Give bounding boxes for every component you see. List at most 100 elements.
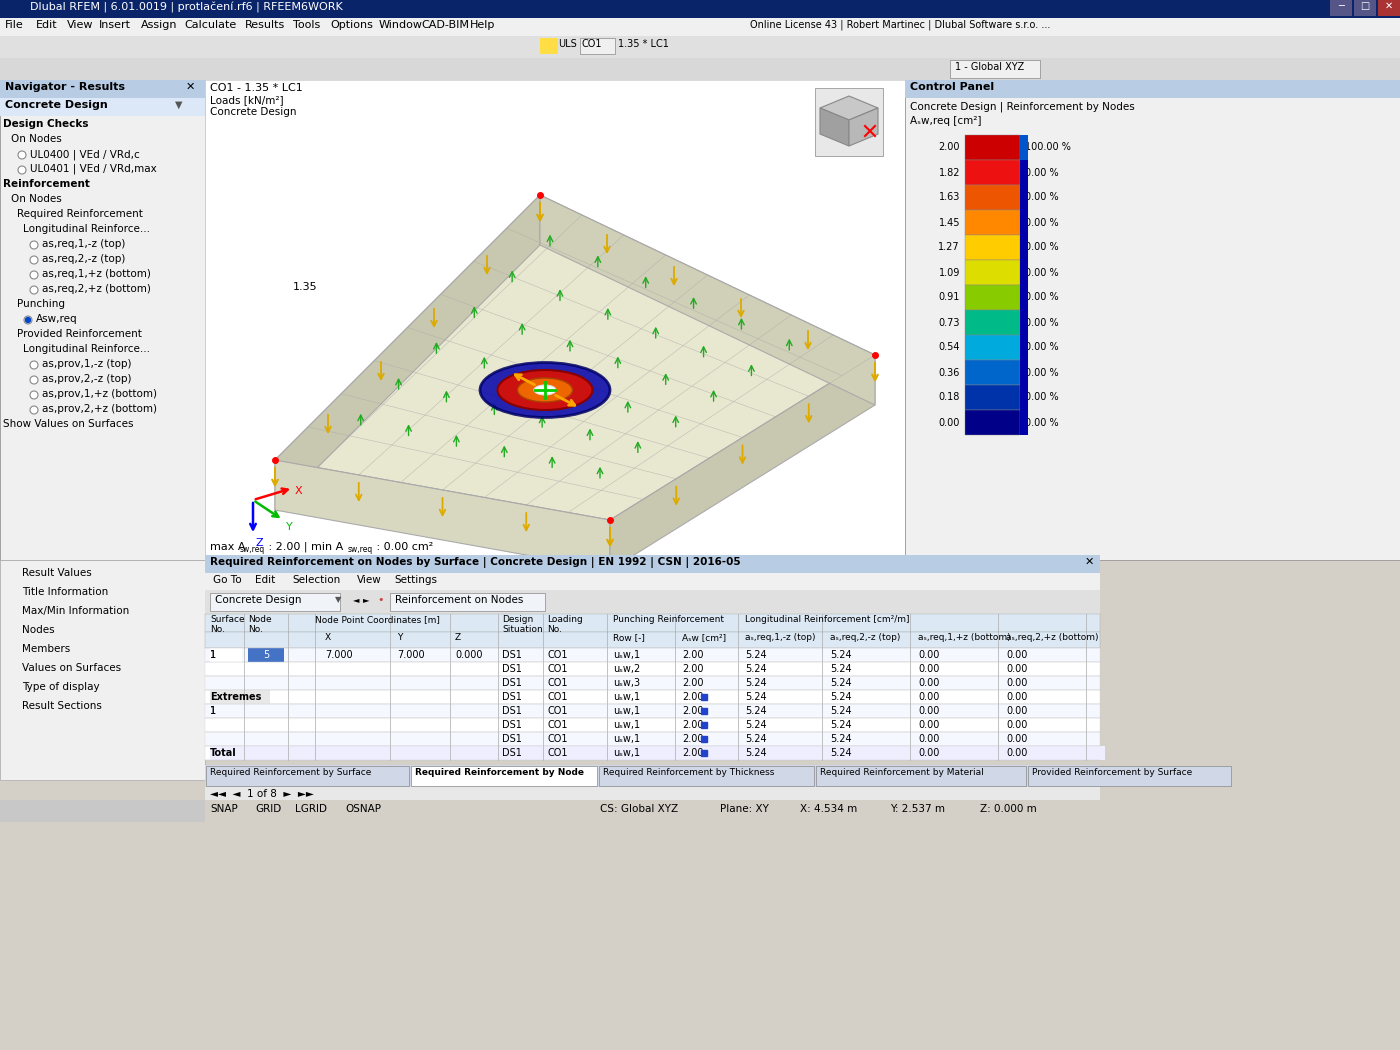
Text: Provided Reinforcement: Provided Reinforcement (17, 329, 141, 339)
Text: uₛᴡ,1: uₛᴡ,1 (613, 650, 640, 660)
Text: 2.00: 2.00 (682, 664, 703, 674)
Bar (540, 38, 559, 54)
Text: Y: Y (398, 633, 402, 642)
Text: 1.09: 1.09 (938, 268, 960, 277)
Text: Loading
No.: Loading No. (547, 615, 582, 634)
Bar (0, 800, 1400, 822)
Text: CS: Global XYZ: CS: Global XYZ (601, 804, 678, 814)
Text: Settings: Settings (393, 575, 437, 585)
Text: CO1: CO1 (547, 650, 567, 660)
Text: 0.00 %: 0.00 % (1025, 418, 1058, 427)
Text: 1.35: 1.35 (293, 282, 318, 292)
Text: □: □ (1361, 1, 1369, 11)
Text: Design Checks: Design Checks (3, 119, 88, 129)
Bar (965, 335, 1021, 360)
Text: uₛᴡ,1: uₛᴡ,1 (613, 720, 640, 730)
Text: Required Reinforcement by Thickness: Required Reinforcement by Thickness (603, 768, 774, 777)
Text: 2.00: 2.00 (682, 706, 703, 716)
Text: as,prov,1,-z (top): as,prov,1,-z (top) (42, 359, 132, 369)
Text: 5.24: 5.24 (745, 748, 767, 758)
Text: Required Reinforcement: Required Reinforcement (17, 209, 143, 219)
Bar (204, 765, 1100, 788)
Bar (0, 98, 204, 116)
Text: as,prov,2,-z (top): as,prov,2,-z (top) (42, 374, 132, 384)
Bar (965, 135, 1021, 160)
Text: 0.73: 0.73 (938, 317, 960, 328)
Text: Title Information: Title Information (22, 587, 108, 597)
Bar (0, 58, 1400, 80)
Text: Concrete Design: Concrete Design (6, 100, 108, 110)
Bar (0, 560, 204, 780)
Text: 0.00: 0.00 (918, 734, 939, 744)
Text: 0.000: 0.000 (455, 650, 483, 660)
Bar (965, 310, 1021, 335)
Text: 0.00: 0.00 (1007, 706, 1028, 716)
Bar (210, 690, 270, 704)
Text: GRID: GRID (255, 804, 281, 814)
Text: uₛᴡ,1: uₛᴡ,1 (613, 734, 640, 744)
Text: CO1: CO1 (547, 734, 567, 744)
Text: Concrete Design | Reinforcement by Nodes: Concrete Design | Reinforcement by Nodes (910, 102, 1135, 112)
Text: Design
Situation: Design Situation (503, 615, 543, 634)
Text: 1: 1 (210, 650, 216, 660)
Text: 0.00 %: 0.00 % (1025, 168, 1058, 177)
Bar (0, 80, 204, 560)
Text: as,req,1,+z (bottom): as,req,1,+z (bottom) (42, 269, 151, 279)
Text: On Nodes: On Nodes (11, 194, 62, 204)
Text: Result Values: Result Values (22, 568, 92, 578)
Text: Options: Options (330, 20, 372, 30)
Text: Node
No.: Node No. (248, 615, 272, 634)
Text: Punching: Punching (17, 299, 64, 309)
Text: UL0401 | VEd / VRd,max: UL0401 | VEd / VRd,max (29, 164, 157, 174)
Text: as,req,2,-z (top): as,req,2,-z (top) (42, 254, 126, 264)
Text: Reinforcement on Nodes: Reinforcement on Nodes (395, 595, 524, 605)
Bar (1028, 766, 1231, 786)
Text: ✕: ✕ (1385, 1, 1393, 11)
Text: as,prov,1,+z (bottom): as,prov,1,+z (bottom) (42, 388, 157, 399)
Text: 1: 1 (210, 706, 216, 716)
Text: Online License 43 | Robert Martinec | Dlubal Software s.r.o. ...: Online License 43 | Robert Martinec | Dl… (750, 20, 1050, 30)
Bar (599, 766, 815, 786)
Bar (248, 648, 284, 662)
Text: X: X (325, 633, 332, 642)
Text: 1.63: 1.63 (938, 192, 960, 203)
Bar (965, 260, 1021, 285)
Text: ◄◄  ◄  1 of 8  ►  ►►: ◄◄ ◄ 1 of 8 ► ►► (210, 789, 314, 799)
Bar (965, 360, 1021, 385)
Text: 0.00: 0.00 (1007, 734, 1028, 744)
Text: Go To: Go To (213, 575, 242, 585)
Bar (816, 766, 1026, 786)
Text: Asw,req: Asw,req (36, 314, 77, 324)
Text: Concrete Design: Concrete Design (216, 595, 301, 605)
Circle shape (29, 361, 38, 369)
Text: ▼: ▼ (335, 595, 342, 604)
Bar (951, 60, 1040, 78)
Text: SNAP: SNAP (210, 804, 238, 814)
Text: 0.00: 0.00 (1007, 748, 1028, 758)
Text: Surface
No.: Surface No. (210, 615, 245, 634)
Ellipse shape (497, 370, 592, 410)
Bar (965, 410, 1021, 435)
Text: View: View (67, 20, 94, 30)
Text: Members: Members (22, 644, 70, 654)
Bar (904, 80, 1400, 98)
Bar (204, 704, 1100, 718)
Text: aₛ,req,2,-z (top): aₛ,req,2,-z (top) (830, 633, 900, 642)
Text: Required Reinforcement by Surface: Required Reinforcement by Surface (210, 768, 371, 777)
Text: X: 4.534 m: X: 4.534 m (799, 804, 857, 814)
Text: 0.00 %: 0.00 % (1025, 192, 1058, 203)
Bar (204, 732, 1100, 745)
Text: DS1: DS1 (503, 706, 522, 716)
Bar (210, 648, 242, 662)
Ellipse shape (533, 385, 556, 395)
Bar (204, 555, 1100, 573)
Text: 2.00: 2.00 (682, 650, 703, 660)
Bar (965, 210, 1021, 235)
Text: 0.00: 0.00 (918, 650, 939, 660)
Text: Edit: Edit (255, 575, 276, 585)
Polygon shape (274, 195, 540, 510)
Text: On Nodes: On Nodes (11, 134, 62, 144)
Text: 0.00 %: 0.00 % (1025, 368, 1058, 378)
Text: 0.54: 0.54 (938, 342, 960, 353)
Text: 5.24: 5.24 (830, 692, 851, 702)
